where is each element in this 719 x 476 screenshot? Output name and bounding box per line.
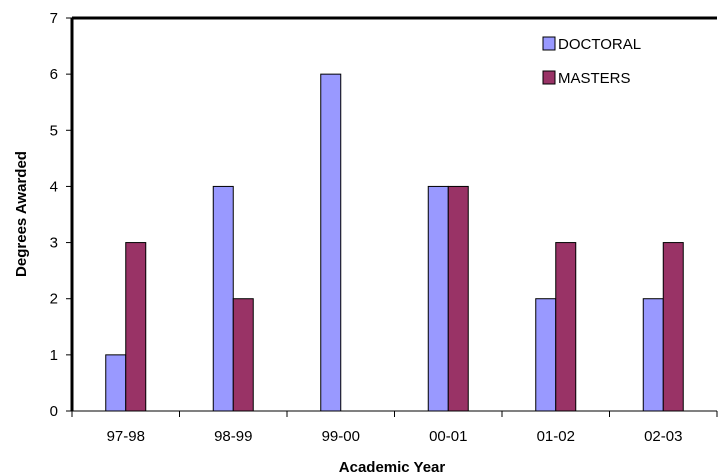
y-axis-title: Degrees Awarded: [13, 151, 30, 277]
x-tick-label: 01-02: [537, 428, 575, 445]
legend: DOCTORAL MASTERS: [542, 36, 641, 87]
y-axis-ticks: 0 1 2 3 4 5 6 7: [50, 10, 72, 420]
x-tick-label: 00-01: [429, 428, 467, 445]
bars-group: [105, 73, 684, 412]
bar-doctoral-97-98: [105, 354, 127, 412]
bar-masters-02-03: [662, 242, 684, 412]
bar-doctoral-98-99: [212, 185, 234, 412]
y-tick-label: 4: [50, 178, 58, 195]
x-tick-label: 98-99: [214, 428, 252, 445]
x-tick-label: 02-03: [644, 428, 682, 445]
y-tick-label: 3: [50, 235, 58, 252]
y-tick-label: 6: [50, 66, 58, 83]
x-tick-label: 99-00: [322, 428, 360, 445]
y-tick-label: 2: [50, 291, 58, 308]
x-axis-ticks: 97-98 98-99 99-00 00-01 01-02 02-03: [71, 411, 718, 445]
bar-masters-00-01: [447, 185, 469, 412]
bar-masters-98-99: [232, 298, 254, 412]
y-tick-label: 5: [50, 122, 58, 139]
bar-masters-97-98: [125, 242, 147, 412]
legend-label-doctoral: DOCTORAL: [558, 36, 641, 53]
y-tick-label: 1: [50, 347, 58, 364]
legend-label-masters: MASTERS: [558, 70, 631, 87]
bar-doctoral-01-02: [535, 298, 557, 412]
x-axis-title: Academic Year: [339, 459, 446, 476]
bar-doctoral-02-03: [642, 298, 664, 412]
bar-doctoral-00-01: [427, 185, 449, 412]
y-tick-label: 7: [50, 10, 58, 27]
bar-doctoral-99-00: [320, 73, 342, 412]
bar-masters-01-02: [555, 242, 577, 412]
legend-swatch-masters: [542, 70, 556, 85]
x-tick-label: 97-98: [107, 428, 145, 445]
y-tick-label: 0: [50, 403, 58, 420]
legend-swatch-doctoral: [542, 36, 556, 51]
